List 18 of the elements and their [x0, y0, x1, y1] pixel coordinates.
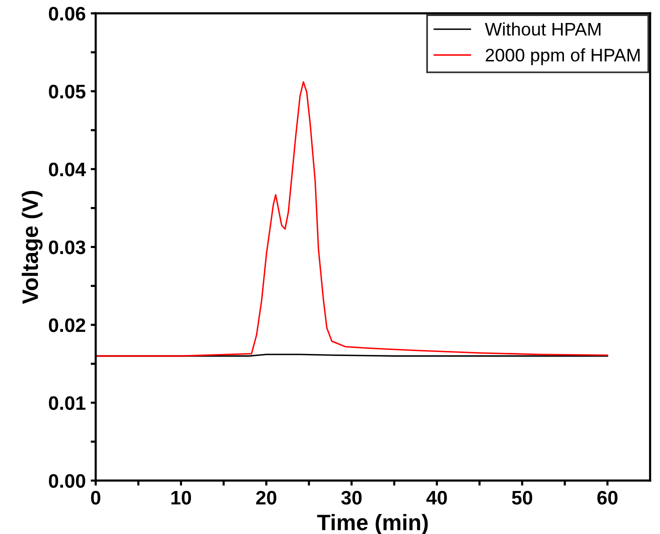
y-tick-label: 0.00 [48, 474, 86, 488]
x-tick-label: 10 [171, 490, 192, 505]
y-tick-label: 0.04 [48, 162, 86, 176]
x-tick-label: 40 [426, 490, 447, 505]
line-series [96, 81, 608, 357]
y-tick-label: 0.05 [48, 84, 86, 98]
y-tick-label: 0.06 [48, 6, 86, 21]
y-axis-title: Voltage (V) [22, 190, 43, 304]
x-tick-label: 20 [256, 490, 276, 505]
legend-label: 2000 ppm of HPAM [486, 48, 640, 66]
x-tick-label: 0 [91, 490, 100, 505]
x-tick-label: 60 [597, 490, 618, 505]
y-tick-label: 0.02 [48, 318, 86, 332]
x-tick-label: 50 [512, 490, 532, 505]
x-tick-label: 30 [341, 490, 362, 505]
y-tick-label: 0.03 [48, 240, 86, 254]
legend-label: Without HPAM [484, 22, 600, 36]
y-tick-label: 0.01 [48, 396, 86, 410]
